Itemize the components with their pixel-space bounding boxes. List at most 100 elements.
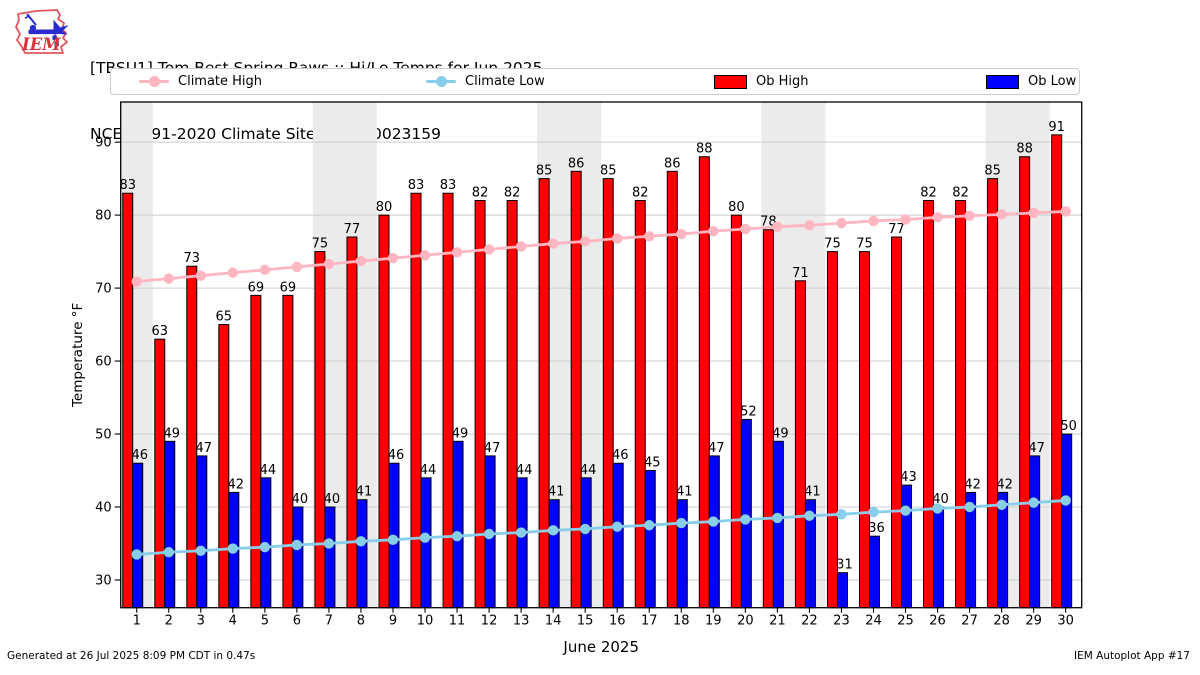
climate-high-marker bbox=[612, 233, 623, 244]
ob-high-bar bbox=[987, 178, 999, 609]
ob-low-value-label: 41 bbox=[676, 485, 693, 500]
ob-low-bar bbox=[1029, 455, 1041, 609]
ob-low-value-label: 41 bbox=[356, 485, 373, 500]
ob-low-value-label: 44 bbox=[260, 463, 277, 478]
x-tick-label: 11 bbox=[449, 614, 466, 629]
climate-high-marker bbox=[259, 264, 271, 276]
ob-low-bar bbox=[548, 499, 560, 609]
ob-high-value-label: 86 bbox=[568, 156, 585, 171]
climate-high-marker bbox=[964, 210, 975, 222]
ob-low-bar bbox=[452, 440, 464, 609]
climate-low-marker bbox=[259, 541, 271, 553]
ob-low-value-label: 42 bbox=[228, 477, 245, 492]
ob-high-value-label: 85 bbox=[536, 164, 553, 179]
climate-low-line-marker-icon bbox=[426, 76, 456, 87]
ob-low-bar bbox=[420, 477, 432, 609]
ob-low-bar bbox=[196, 455, 208, 609]
ob-high-bar bbox=[1019, 156, 1031, 609]
ob-low-bar bbox=[356, 499, 368, 609]
climate-low-marker bbox=[451, 530, 463, 542]
y-tick-label: 50 bbox=[95, 428, 112, 443]
ob-high-bar bbox=[698, 156, 710, 609]
ob-low-value-label: 47 bbox=[708, 441, 725, 456]
x-tick-label: 28 bbox=[993, 614, 1010, 629]
x-tick-label: 13 bbox=[513, 614, 530, 629]
ob-low-bar bbox=[836, 572, 848, 609]
ob-low-value-label: 52 bbox=[740, 404, 757, 419]
ob-low-bar bbox=[516, 477, 528, 609]
climate-high-marker bbox=[676, 228, 687, 240]
ob-low-value-label: 40 bbox=[292, 492, 309, 507]
ob-high-value-label: 82 bbox=[472, 186, 489, 201]
y-tick-label: 40 bbox=[95, 500, 112, 515]
ob-low-swatch-icon bbox=[986, 74, 1019, 89]
climate-low-marker bbox=[195, 545, 206, 556]
ob-high-value-label: 82 bbox=[504, 186, 521, 201]
ob-high-bar bbox=[154, 338, 166, 609]
climate-high-marker bbox=[1028, 207, 1039, 219]
chart-legend: Climate High Climate Low Ob High Ob Low bbox=[110, 68, 1080, 95]
climate-low-marker bbox=[387, 534, 399, 546]
legend-label: Climate High bbox=[178, 74, 263, 89]
x-tick-label: 9 bbox=[389, 614, 397, 629]
ob-low-bar bbox=[740, 418, 752, 609]
wind-vane-icon bbox=[24, 13, 69, 46]
ob-high-bar bbox=[186, 265, 198, 609]
ob-high-bar bbox=[378, 214, 390, 609]
legend-label: Ob Low bbox=[1028, 74, 1077, 89]
climate-high-marker bbox=[836, 217, 847, 229]
climate-low-marker bbox=[483, 528, 495, 540]
climate-high-marker bbox=[515, 241, 527, 252]
climate-high-marker bbox=[804, 220, 815, 231]
climate-high-marker bbox=[227, 267, 239, 278]
legend-item-climate-high: Climate High bbox=[139, 69, 262, 94]
climate-high-marker bbox=[708, 225, 719, 237]
x-tick-label: 18 bbox=[673, 614, 690, 629]
ob-high-bar bbox=[474, 200, 486, 609]
ob-high-value-label: 80 bbox=[728, 200, 745, 215]
climate-high-marker bbox=[772, 221, 783, 232]
x-tick-label: 26 bbox=[929, 614, 946, 629]
climate-low-marker bbox=[836, 509, 847, 520]
ob-low-bar bbox=[708, 455, 720, 609]
ob-low-bar bbox=[292, 506, 304, 609]
ob-high-value-label: 77 bbox=[888, 222, 905, 237]
ob-low-bar bbox=[1061, 433, 1073, 609]
ob-high-value-label: 82 bbox=[952, 186, 969, 201]
ob-low-value-label: 47 bbox=[484, 441, 501, 456]
ob-high-bar bbox=[506, 200, 518, 609]
climate-low-marker bbox=[804, 510, 815, 521]
ob-low-value-label: 46 bbox=[131, 448, 148, 463]
climate-low-marker bbox=[772, 512, 783, 524]
climate-high-marker bbox=[483, 244, 495, 255]
x-tick-label: 4 bbox=[229, 614, 237, 629]
climate-high-marker bbox=[291, 261, 303, 273]
x-tick-label: 12 bbox=[481, 614, 498, 629]
climate-high-marker bbox=[996, 209, 1007, 220]
climate-high-marker bbox=[163, 273, 174, 284]
ob-low-bar bbox=[644, 470, 656, 609]
y-axis-label: Temperature °F bbox=[70, 303, 86, 408]
ob-low-value-label: 36 bbox=[868, 521, 885, 536]
ob-high-bar bbox=[955, 200, 967, 609]
ob-low-bar bbox=[164, 440, 176, 609]
ob-high-value-label: 65 bbox=[216, 310, 233, 325]
ob-high-value-label: 77 bbox=[344, 222, 361, 237]
climate-high-marker bbox=[323, 258, 335, 270]
ob-low-bar bbox=[901, 484, 913, 609]
ob-high-bar bbox=[570, 170, 582, 609]
y-tick-label: 70 bbox=[95, 282, 112, 297]
ob-low-value-label: 49 bbox=[163, 426, 180, 441]
climate-low-marker bbox=[740, 514, 751, 525]
x-tick-label: 5 bbox=[261, 614, 269, 629]
climate-high-marker bbox=[387, 252, 399, 264]
ob-high-value-label: 75 bbox=[856, 237, 873, 252]
autoplot-app-credit: IEM Autoplot App #17 bbox=[1074, 650, 1190, 662]
ob-high-swatch-icon bbox=[714, 74, 747, 89]
climate-low-marker bbox=[355, 536, 367, 547]
y-tick-label: 90 bbox=[95, 136, 112, 151]
ob-high-value-label: 80 bbox=[376, 200, 393, 215]
x-tick-label: 21 bbox=[769, 614, 786, 629]
ob-low-value-label: 49 bbox=[772, 426, 789, 441]
